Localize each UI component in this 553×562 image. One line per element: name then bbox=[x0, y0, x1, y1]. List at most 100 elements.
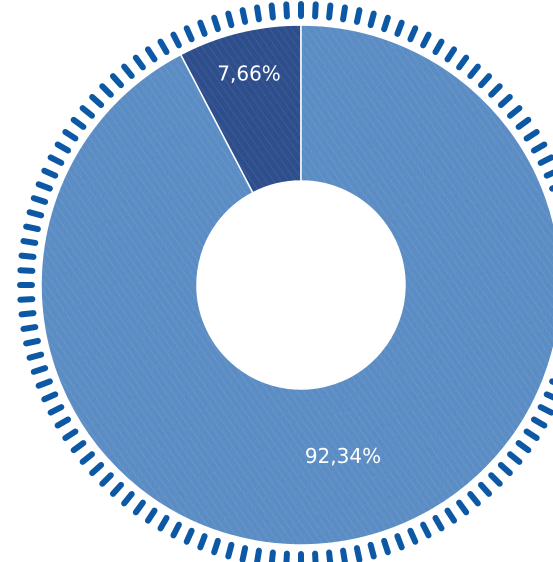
ring-dash bbox=[89, 462, 105, 477]
slice-labels-group: 7,66% 92,34% bbox=[217, 61, 381, 468]
ring-dash bbox=[239, 545, 249, 562]
ring-dash bbox=[394, 19, 405, 37]
ring-dash bbox=[543, 169, 553, 179]
ring-dash bbox=[121, 63, 135, 79]
ring-dash bbox=[268, 549, 276, 562]
ring-dash bbox=[523, 428, 540, 442]
ring-dash bbox=[381, 537, 391, 556]
ring-dash bbox=[62, 428, 79, 442]
slice-2 bbox=[40, 24, 553, 546]
ring-dash bbox=[456, 54, 470, 71]
ring-dash bbox=[132, 54, 146, 71]
ring-dash bbox=[47, 404, 65, 416]
ring-dash bbox=[312, 1, 319, 20]
ring-dash bbox=[225, 10, 235, 29]
ring-dash bbox=[467, 63, 481, 79]
ring-dash bbox=[89, 93, 105, 108]
ring-dash bbox=[225, 541, 235, 560]
ring-dash bbox=[35, 181, 53, 192]
ring-dash bbox=[17, 267, 36, 274]
ring-dash bbox=[35, 378, 53, 389]
ring-dash bbox=[197, 533, 208, 551]
ring-dash bbox=[211, 14, 221, 33]
ring-dash bbox=[420, 521, 432, 539]
ring-dash bbox=[170, 521, 182, 539]
ring-dash bbox=[254, 547, 262, 562]
ring-dash bbox=[497, 462, 513, 477]
decorative-dash-ring bbox=[17, 1, 553, 562]
ring-dash bbox=[17, 296, 36, 303]
ring-dash bbox=[515, 440, 532, 454]
ring-dash bbox=[99, 83, 114, 98]
ring-dash bbox=[144, 507, 158, 524]
ring-dash bbox=[340, 547, 348, 562]
ring-dash bbox=[23, 223, 41, 233]
ring-dash bbox=[507, 105, 523, 119]
ring-dash bbox=[507, 451, 523, 465]
ring-dash bbox=[367, 541, 377, 560]
ring-dash bbox=[20, 324, 39, 332]
ring-dash bbox=[283, 550, 290, 562]
ring-dash bbox=[444, 507, 458, 524]
ring-dash bbox=[54, 416, 72, 429]
slice-label: 92,34% bbox=[305, 444, 381, 468]
ring-dash bbox=[41, 167, 59, 179]
ring-dash bbox=[394, 533, 405, 551]
ring-dash bbox=[18, 310, 37, 318]
ring-dash bbox=[268, 2, 276, 21]
ring-dash bbox=[170, 31, 182, 49]
ring-dash bbox=[478, 481, 493, 497]
ring-dash bbox=[432, 514, 445, 532]
ring-dash bbox=[121, 491, 135, 507]
ring-dash bbox=[353, 7, 363, 25]
ring-dash bbox=[381, 14, 391, 33]
ring-dash bbox=[530, 141, 548, 154]
ring-dash bbox=[26, 351, 45, 361]
ring-dash bbox=[18, 252, 37, 260]
ring-dash bbox=[62, 128, 79, 142]
ring-dash bbox=[109, 73, 124, 89]
ring-dash bbox=[467, 491, 481, 507]
ring-dash bbox=[326, 2, 334, 21]
ring-dash bbox=[488, 472, 503, 487]
ring-dash bbox=[23, 337, 41, 347]
ring-dash bbox=[488, 83, 503, 98]
ring-dash bbox=[407, 25, 419, 43]
ring-dash bbox=[432, 38, 445, 56]
slice-texture bbox=[180, 25, 301, 193]
ring-dash bbox=[30, 365, 49, 375]
ring-dash bbox=[41, 391, 59, 403]
ring-dash bbox=[144, 46, 158, 63]
ring-dash bbox=[543, 391, 553, 401]
ring-dash bbox=[497, 93, 513, 108]
ring-dash bbox=[99, 472, 114, 487]
ring-dash bbox=[283, 1, 290, 20]
slice-label: 7,66% bbox=[217, 61, 281, 85]
ring-dash bbox=[340, 4, 348, 23]
ring-dash bbox=[20, 238, 39, 246]
ring-dash bbox=[407, 527, 419, 545]
ring-dash bbox=[530, 416, 548, 429]
ring-dash bbox=[157, 514, 170, 532]
ring-dash bbox=[537, 404, 553, 416]
ring-dash bbox=[444, 46, 458, 63]
ring-dash bbox=[183, 527, 195, 545]
slices-group bbox=[40, 24, 553, 546]
ring-dash bbox=[211, 537, 221, 556]
ring-dash bbox=[523, 128, 540, 142]
slice-texture bbox=[41, 25, 553, 545]
ring-dash bbox=[132, 499, 146, 516]
ring-dash bbox=[157, 38, 170, 56]
ring-dash bbox=[70, 440, 87, 454]
ring-dash bbox=[326, 549, 334, 562]
ring-dash bbox=[70, 116, 87, 130]
ring-dash bbox=[197, 19, 208, 37]
ring-dash bbox=[109, 481, 124, 497]
ring-dash bbox=[183, 25, 195, 43]
ring-dash bbox=[239, 7, 249, 25]
ring-dash bbox=[537, 154, 553, 166]
ring-dash bbox=[47, 154, 65, 166]
ring-dash bbox=[420, 31, 432, 49]
ring-dash bbox=[456, 499, 470, 516]
